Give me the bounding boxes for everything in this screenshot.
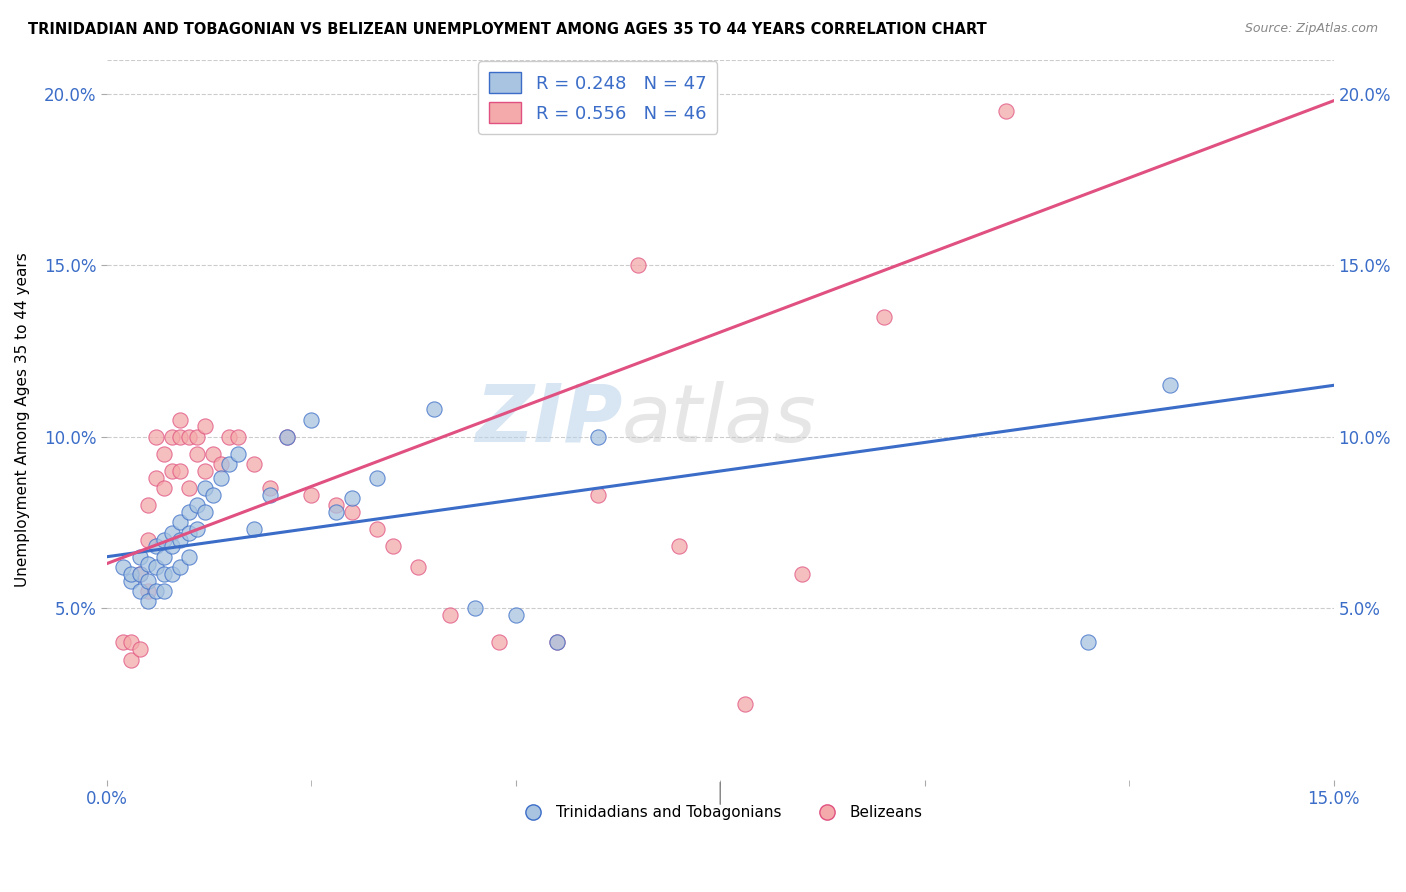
Point — [382, 540, 405, 554]
Point — [299, 488, 322, 502]
Point — [128, 642, 150, 657]
Y-axis label: Unemployment Among Ages 35 to 44 years: Unemployment Among Ages 35 to 44 years — [15, 252, 30, 587]
Point — [128, 566, 150, 581]
Point — [194, 464, 217, 478]
Point — [128, 584, 150, 599]
Point — [218, 430, 240, 444]
Point — [162, 540, 184, 554]
Point — [177, 481, 200, 495]
Point — [586, 430, 609, 444]
Point — [177, 549, 200, 564]
Text: Source: ZipAtlas.com: Source: ZipAtlas.com — [1244, 22, 1378, 36]
Point — [186, 522, 208, 536]
Point — [153, 447, 176, 461]
Point — [194, 419, 217, 434]
Point — [177, 430, 200, 444]
Point — [136, 594, 159, 608]
Point — [162, 566, 184, 581]
Point — [169, 516, 191, 530]
Point — [112, 635, 135, 649]
Point — [112, 560, 135, 574]
Point — [145, 540, 167, 554]
Point — [1159, 378, 1181, 392]
Point — [194, 481, 217, 495]
Point — [790, 566, 813, 581]
Point — [423, 402, 446, 417]
Point — [136, 557, 159, 571]
Point — [340, 491, 363, 506]
Point — [276, 430, 298, 444]
Point — [505, 607, 527, 622]
Point — [243, 522, 266, 536]
Point — [136, 533, 159, 547]
Point — [546, 635, 568, 649]
Text: ZIP: ZIP — [475, 381, 621, 458]
Point — [488, 635, 510, 649]
Point — [145, 584, 167, 599]
Point — [153, 481, 176, 495]
Point — [586, 488, 609, 502]
Point — [259, 481, 281, 495]
Point — [177, 505, 200, 519]
Point — [226, 447, 249, 461]
Point — [1077, 635, 1099, 649]
Point — [136, 574, 159, 588]
Point — [243, 457, 266, 471]
Point — [162, 464, 184, 478]
Point — [340, 505, 363, 519]
Point — [186, 447, 208, 461]
Point — [734, 697, 756, 711]
Point — [439, 607, 461, 622]
Point — [153, 533, 176, 547]
Point — [325, 498, 347, 512]
Point — [325, 505, 347, 519]
Point — [366, 471, 388, 485]
Point — [169, 412, 191, 426]
Point — [153, 549, 176, 564]
Point — [136, 498, 159, 512]
Point — [169, 464, 191, 478]
Point — [226, 430, 249, 444]
Point — [995, 103, 1018, 118]
Point — [128, 549, 150, 564]
Point — [120, 652, 142, 666]
Point — [145, 430, 167, 444]
Point — [162, 430, 184, 444]
Point — [299, 412, 322, 426]
Point — [218, 457, 240, 471]
Point — [186, 498, 208, 512]
Point — [177, 525, 200, 540]
Point — [169, 430, 191, 444]
Point — [145, 560, 167, 574]
Point — [209, 471, 232, 485]
Point — [276, 430, 298, 444]
Point — [366, 522, 388, 536]
Point — [120, 566, 142, 581]
Point — [153, 584, 176, 599]
Point — [169, 560, 191, 574]
Point — [209, 457, 232, 471]
Point — [145, 471, 167, 485]
Point — [668, 540, 690, 554]
Point — [120, 635, 142, 649]
Legend: Trinidadians and Tobagonians, Belizeans: Trinidadians and Tobagonians, Belizeans — [512, 798, 929, 826]
Point — [202, 488, 225, 502]
Point — [136, 584, 159, 599]
Point — [873, 310, 896, 324]
Point — [128, 566, 150, 581]
Point — [627, 258, 650, 272]
Point — [186, 430, 208, 444]
Text: atlas: atlas — [621, 381, 817, 458]
Point — [406, 560, 429, 574]
Point — [464, 601, 486, 615]
Point — [120, 574, 142, 588]
Point — [169, 533, 191, 547]
Point — [259, 488, 281, 502]
Point — [194, 505, 217, 519]
Point — [162, 525, 184, 540]
Point — [546, 635, 568, 649]
Point — [153, 566, 176, 581]
Point — [202, 447, 225, 461]
Text: TRINIDADIAN AND TOBAGONIAN VS BELIZEAN UNEMPLOYMENT AMONG AGES 35 TO 44 YEARS CO: TRINIDADIAN AND TOBAGONIAN VS BELIZEAN U… — [28, 22, 987, 37]
